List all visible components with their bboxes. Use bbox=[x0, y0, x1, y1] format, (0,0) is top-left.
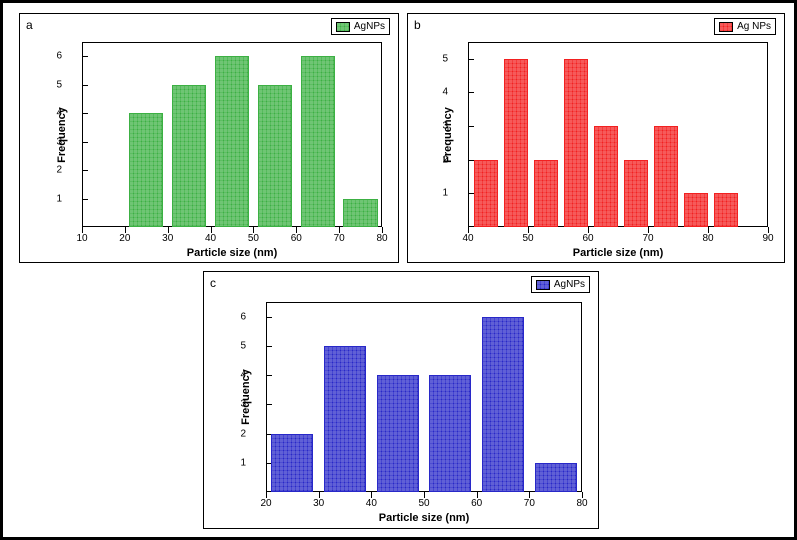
histogram-bar bbox=[624, 160, 648, 227]
histogram-bar bbox=[654, 126, 678, 227]
panel-label-a: a bbox=[26, 18, 33, 32]
legend-c: AgNPs bbox=[531, 276, 590, 293]
x-tick-label: 70 bbox=[524, 498, 535, 509]
y-tick bbox=[468, 126, 474, 127]
y-tick bbox=[82, 142, 88, 143]
legend-text-a: AgNPs bbox=[354, 21, 385, 32]
y-tick bbox=[82, 170, 88, 171]
legend-swatch-a bbox=[336, 22, 350, 32]
plot-area-a: 1234561020304050607080 bbox=[82, 42, 382, 227]
x-tick-label: 30 bbox=[313, 498, 324, 509]
histogram-bar bbox=[714, 193, 738, 227]
x-tick-label: 40 bbox=[366, 498, 377, 509]
x-tick-label: 90 bbox=[762, 233, 773, 244]
histogram-bar bbox=[301, 56, 335, 227]
panel-label-c: c bbox=[210, 276, 216, 290]
histogram-bar bbox=[271, 434, 313, 492]
histogram-bar bbox=[377, 375, 419, 492]
legend-b: Ag NPs bbox=[714, 18, 776, 35]
x-tick-label: 50 bbox=[248, 233, 259, 244]
histogram-bar bbox=[504, 59, 528, 227]
histogram-bar bbox=[324, 346, 366, 492]
plot-area-b: 12345405060708090 bbox=[468, 42, 768, 227]
legend-swatch-c bbox=[536, 280, 550, 290]
panel-c: c AgNPs 12345620304050607080 Frequency P… bbox=[203, 271, 599, 529]
y-axis-label-a: Frequency bbox=[56, 107, 68, 163]
x-tick-label: 50 bbox=[522, 233, 533, 244]
histogram-bar bbox=[594, 126, 618, 227]
y-axis-label-c: Frequency bbox=[240, 369, 252, 425]
x-tick-label: 70 bbox=[334, 233, 345, 244]
x-tick-label: 80 bbox=[376, 233, 387, 244]
y-tick bbox=[82, 199, 88, 200]
figure-frame: a AgNPs 1234561020304050607080 Frequency… bbox=[0, 0, 797, 540]
legend-a: AgNPs bbox=[331, 18, 390, 35]
x-tick-label: 30 bbox=[162, 233, 173, 244]
y-tick bbox=[266, 375, 272, 376]
y-tick bbox=[266, 346, 272, 347]
y-tick bbox=[468, 92, 474, 93]
x-tick-label: 20 bbox=[119, 233, 130, 244]
histogram-bar bbox=[482, 317, 524, 492]
x-tick-label: 70 bbox=[642, 233, 653, 244]
y-tick bbox=[266, 317, 272, 318]
y-tick bbox=[82, 85, 88, 86]
histogram-bar bbox=[535, 463, 577, 492]
x-tick-label: 10 bbox=[76, 233, 87, 244]
histogram-bar bbox=[172, 85, 206, 227]
x-tick-label: 40 bbox=[205, 233, 216, 244]
x-axis-label-c: Particle size (nm) bbox=[379, 512, 469, 524]
histogram-bar bbox=[564, 59, 588, 227]
x-tick-label: 60 bbox=[582, 233, 593, 244]
panel-label-b: b bbox=[414, 18, 421, 32]
x-tick-label: 20 bbox=[260, 498, 271, 509]
legend-swatch-b bbox=[719, 22, 733, 32]
x-tick-label: 60 bbox=[471, 498, 482, 509]
plot-area-c: 12345620304050607080 bbox=[266, 302, 582, 492]
histogram-bar bbox=[258, 85, 292, 227]
x-tick-label: 50 bbox=[418, 498, 429, 509]
panel-a: a AgNPs 1234561020304050607080 Frequency… bbox=[19, 13, 399, 263]
histogram-bar bbox=[534, 160, 558, 227]
histogram-bar bbox=[129, 113, 163, 227]
y-axis-label-b: Frequency bbox=[442, 107, 454, 163]
x-axis-label-a: Particle size (nm) bbox=[187, 247, 277, 259]
y-tick bbox=[82, 113, 88, 114]
legend-text-b: Ag NPs bbox=[737, 21, 771, 32]
x-tick-label: 80 bbox=[702, 233, 713, 244]
x-axis-label-b: Particle size (nm) bbox=[573, 247, 663, 259]
x-tick-label: 40 bbox=[462, 233, 473, 244]
x-tick-label: 80 bbox=[576, 498, 587, 509]
histogram-bar bbox=[429, 375, 471, 492]
panel-b: b Ag NPs 12345405060708090 Frequency Par… bbox=[407, 13, 785, 263]
x-tick-label: 60 bbox=[291, 233, 302, 244]
y-tick bbox=[82, 56, 88, 57]
histogram-bar bbox=[684, 193, 708, 227]
legend-text-c: AgNPs bbox=[554, 279, 585, 290]
y-tick bbox=[266, 404, 272, 405]
histogram-bar bbox=[343, 199, 377, 227]
y-tick bbox=[468, 59, 474, 60]
histogram-bar bbox=[215, 56, 249, 227]
histogram-bar bbox=[474, 160, 498, 227]
